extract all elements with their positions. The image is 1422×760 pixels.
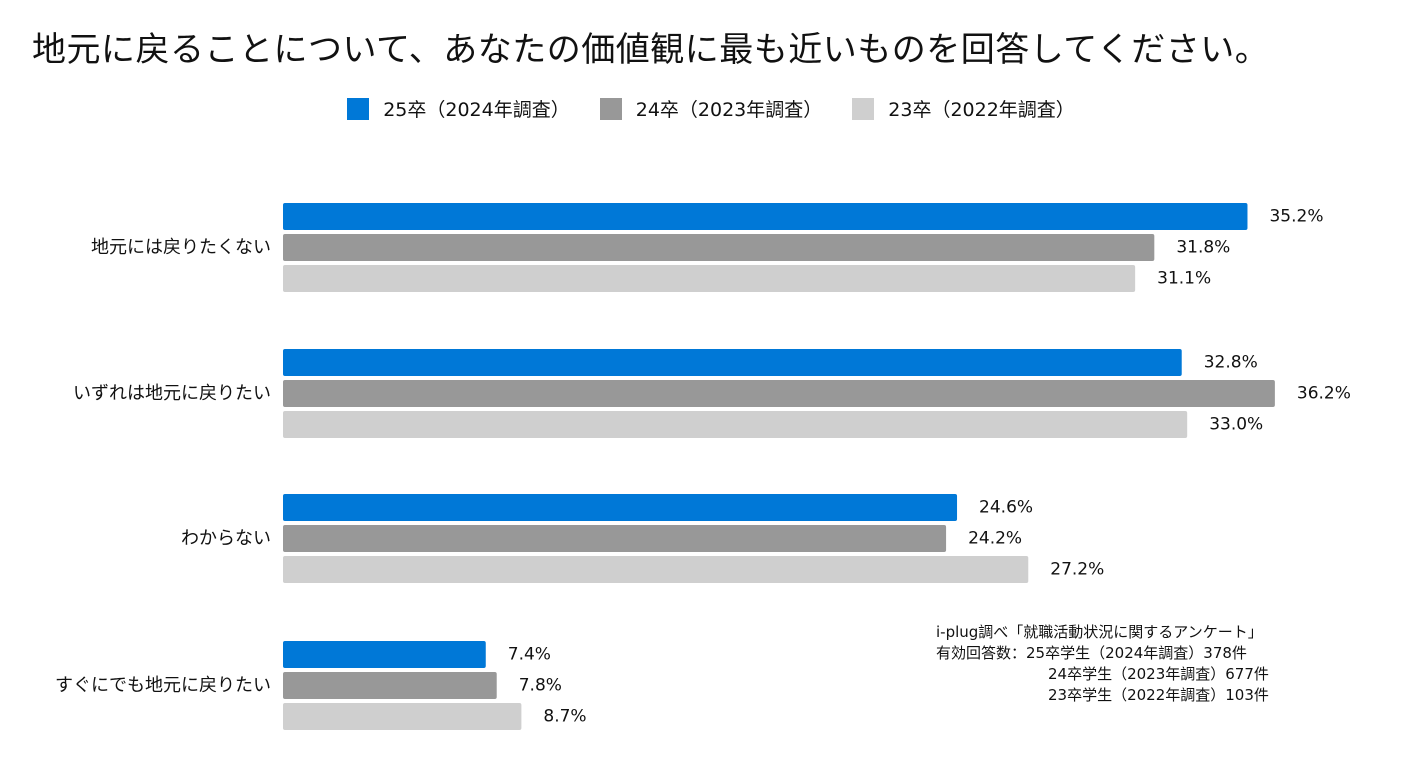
legend-item-23: 23卒（2022年調査） xyxy=(852,95,1075,122)
bar-not-return-25 xyxy=(283,203,1248,230)
legend-swatch-24 xyxy=(599,97,622,120)
value-label-unknown-25: 24.6% xyxy=(979,498,1033,518)
bar-return-soon-25 xyxy=(283,641,486,668)
bar-unknown-24 xyxy=(283,525,947,552)
value-label-return-eventually-25: 32.8% xyxy=(1204,353,1258,373)
bar-return-soon-23 xyxy=(283,703,522,730)
legend-label-23: 23卒（2022年調査） xyxy=(888,99,1075,121)
note-respondents-row-1: 有効回答数：25卒学生（2024年調査）378件 xyxy=(936,643,1269,664)
value-label-return-soon-25: 7.4% xyxy=(508,645,551,665)
legend-item-25: 25卒（2024年調査） xyxy=(347,95,570,122)
note-respondents-label: 有効回答数： xyxy=(936,644,1027,662)
chart-title: 地元に戻ることについて、あなたの価値観に最も近いものを回答してください。 xyxy=(32,30,1270,70)
category-label-not-return: 地元には戻りたくない xyxy=(91,237,271,258)
bar-unknown-23 xyxy=(283,556,1029,583)
bar-not-return-24 xyxy=(283,234,1155,261)
value-label-not-return-24: 31.8% xyxy=(1176,238,1230,258)
bar-return-soon-24 xyxy=(283,672,497,699)
value-label-return-soon-24: 7.8% xyxy=(519,676,562,696)
category-label-unknown: わからない xyxy=(181,528,271,549)
note-source: i-plug調べ「就職活動状況に関するアンケート」 xyxy=(936,623,1263,641)
bar-return-eventually-25 xyxy=(283,349,1182,376)
survey-note: i-plug調べ「就職活動状況に関するアンケート」 有効回答数：25卒学生（20… xyxy=(936,622,1269,706)
value-label-not-return-25: 35.2% xyxy=(1269,207,1323,227)
legend-item-24: 24卒（2023年調査） xyxy=(599,95,823,122)
bar-return-eventually-23 xyxy=(283,411,1188,438)
bar-not-return-23 xyxy=(283,265,1136,292)
category-label-return-soon: すぐにでも地元に戻りたい xyxy=(55,675,271,696)
value-label-return-eventually-23: 33.0% xyxy=(1209,415,1263,435)
value-label-unknown-24: 24.2% xyxy=(968,529,1022,549)
value-label-return-eventually-24: 36.2% xyxy=(1297,384,1351,404)
value-label-not-return-23: 31.1% xyxy=(1157,269,1211,289)
value-label-return-soon-23: 8.7% xyxy=(543,707,586,727)
legend-swatch-23 xyxy=(852,97,875,120)
legend-label-24: 24卒（2023年調査） xyxy=(635,99,823,121)
value-label-unknown-23: 27.2% xyxy=(1050,560,1104,580)
category-label-return-eventually: いずれは地元に戻りたい xyxy=(73,383,271,404)
legend: 25卒（2024年調査） 24卒（2023年調査） 23卒（2022年調査） xyxy=(0,95,1422,122)
note-row-24: 24卒学生（2023年調査）677件 xyxy=(1048,665,1269,683)
note-row-25: 25卒学生（2024年調査）378件 xyxy=(1026,644,1247,662)
bar-unknown-25 xyxy=(283,494,958,521)
bar-return-eventually-24 xyxy=(283,380,1275,407)
legend-swatch-25 xyxy=(347,97,370,120)
legend-label-25: 25卒（2024年調査） xyxy=(383,99,570,121)
note-row-23: 23卒学生（2022年調査）103件 xyxy=(1048,686,1269,704)
